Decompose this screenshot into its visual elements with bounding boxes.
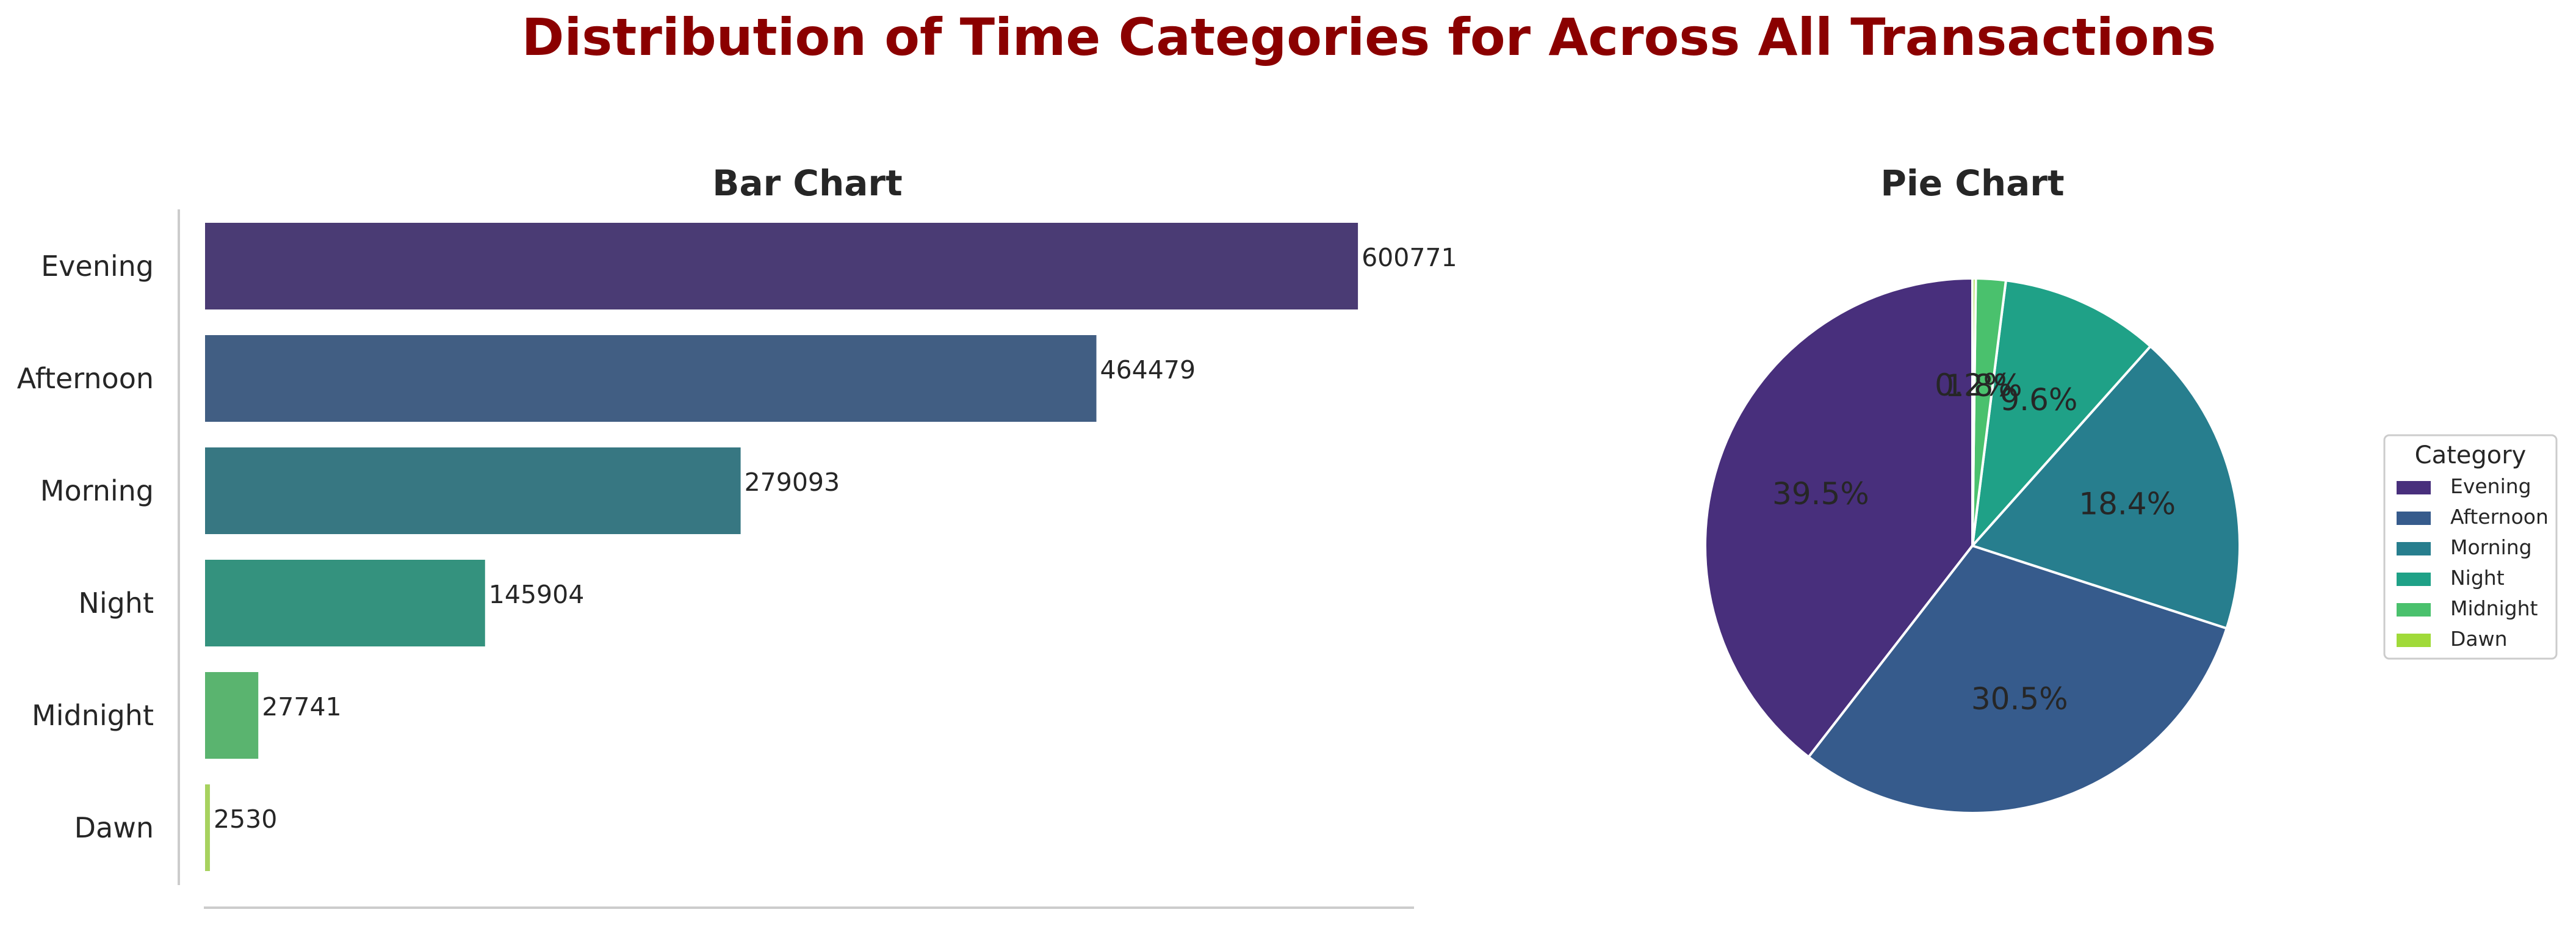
y-tick-label: Dawn [74,811,154,844]
legend-label: Dawn [2450,627,2508,651]
pie-pct-label: 0.2% [1935,367,2012,403]
pie-pct-label: 30.5% [1971,681,2068,717]
legend-label: Midnight [2450,596,2538,620]
bar-value-label: 279093 [745,468,840,497]
bar-dawn [205,784,210,871]
legend-swatch-morning [2397,542,2431,555]
legend-swatch-night [2397,573,2431,586]
bar-value-label: 2530 [214,805,277,834]
pie-slice-evening [1704,277,1974,759]
bar-morning [205,447,741,534]
y-tick-label: Afternoon [17,362,154,395]
legend-label: Night [2450,566,2505,590]
y-tick-label: Night [78,587,154,620]
pie-slice-dawn [1971,277,1977,546]
y-tick-label: Midnight [32,699,154,732]
legend-swatch-evening [2397,481,2431,494]
legend-swatch-afternoon [2397,512,2431,525]
legend-swatch-dawn [2397,634,2431,647]
pie-slice-morning [1970,344,2241,630]
pie-pct-label: 9.6% [2000,382,2077,418]
bar-value-label: 145904 [489,580,585,609]
pie-chart-title: Pie Chart [1880,162,2064,204]
bar-night [205,560,485,646]
legend-swatch-midnight [2397,603,2431,617]
bar-chart: Bar Chart Evening 600771 Afternoon 464479 Mo… [17,162,1457,909]
bar-afternoon [205,335,1097,422]
bar-evening [205,223,1358,309]
figure-title: Distribution of Time Categories for Acro… [522,7,2216,67]
legend-title: Category [2415,441,2527,469]
pie-pct-label: 39.5% [1772,476,1869,512]
y-tick-label: Evening [41,250,154,283]
pie-slice-night [1971,279,2152,550]
legend-label: Evening [2450,474,2531,498]
bar-value-label: 600771 [1362,243,1457,272]
bar-chart-title: Bar Chart [712,162,902,204]
y-tick-label: Morning [40,474,154,507]
pie-pct-label: 1.8% [1945,368,2022,403]
bar-midnight [205,672,259,759]
legend-label: Morning [2450,535,2532,559]
bar-value-label: 464479 [1100,355,1196,385]
legend: Category Evening Afternoon Morning Night Mid… [2383,434,2558,660]
legend-label: Afternoon [2450,505,2549,529]
pie-slice-afternoon [1806,544,2229,814]
bar-value-label: 27741 [262,692,341,722]
pie-pct-label: 18.4% [2079,486,2176,521]
pie-chart: Pie Chart 39.5% 30.5% 18.4% 9.6%1.8%0.2% [1704,162,2241,814]
